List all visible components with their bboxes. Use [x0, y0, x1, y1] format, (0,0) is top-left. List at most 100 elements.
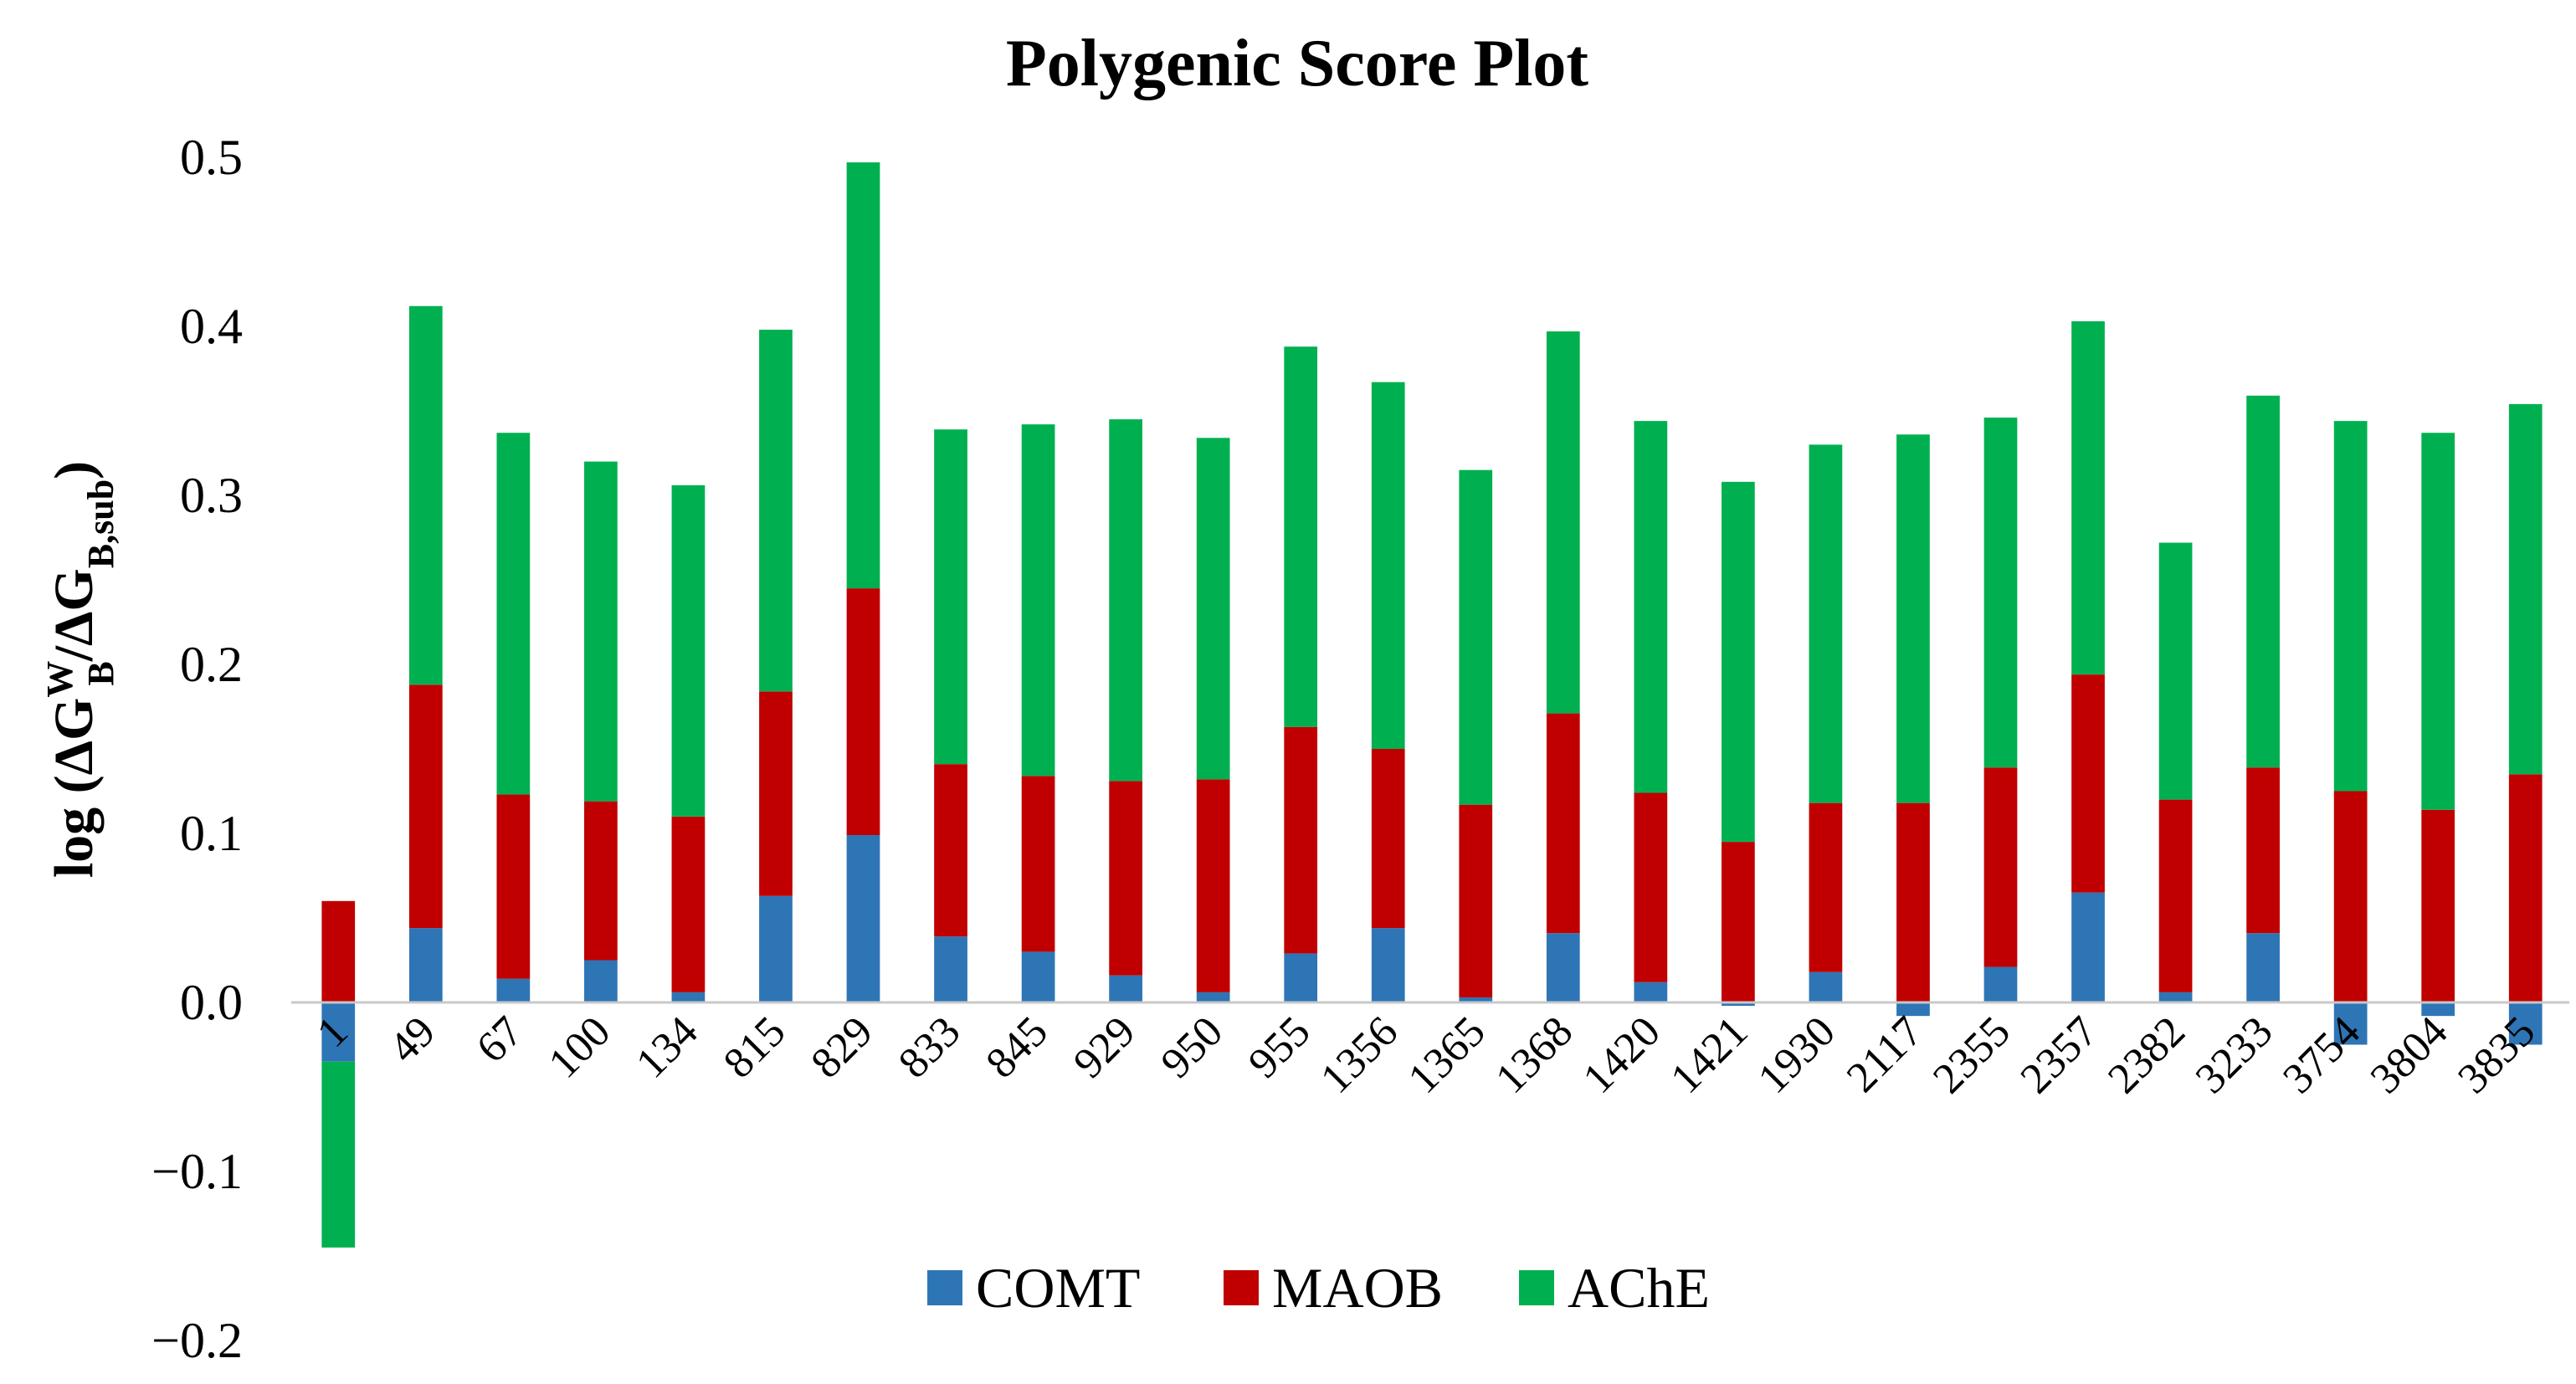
bar-ache-2357 — [2071, 320, 2105, 675]
bar-ache-950 — [1196, 438, 1230, 780]
bar-ache-3835 — [2508, 403, 2543, 775]
bar-comt-2357 — [2071, 892, 2105, 1002]
x-tick-label: 1930 — [1749, 1007, 1845, 1103]
bar-maob-3804 — [2421, 809, 2455, 1002]
bar-maob-2357 — [2071, 674, 2105, 893]
bar-comt-3754 — [2333, 1002, 2368, 1045]
x-tick-label: 955 — [1239, 1007, 1319, 1087]
bar-maob-1421 — [1722, 842, 1755, 1002]
bar-comt-49 — [408, 928, 443, 1002]
bar-maob-955 — [1284, 726, 1318, 954]
x-tick-label: 67 — [468, 1007, 532, 1072]
bar-ache-3754 — [2333, 421, 2368, 792]
x-tick-label: 3233 — [2187, 1007, 2282, 1103]
x-tick-label: 1420 — [1574, 1007, 1670, 1103]
bar-maob-3754 — [2333, 791, 2368, 1002]
bar-ache-1368 — [1546, 331, 1580, 714]
bar-ache-3233 — [2246, 395, 2280, 768]
y-label-sub2: B,sub — [80, 479, 121, 568]
bar-comt-2382 — [2158, 992, 2193, 1002]
x-tick-label: 49 — [380, 1007, 444, 1072]
y-label-sub1: B — [80, 661, 121, 685]
x-tick-label: 2382 — [2099, 1007, 2194, 1103]
x-tick-label: 100 — [540, 1007, 619, 1087]
y-tick-label: 0.0 — [180, 975, 243, 1030]
bar-comt-67 — [496, 978, 531, 1002]
legend: COMT MAOB AChE — [927, 1256, 1710, 1320]
y-label-suffix: ) — [44, 461, 105, 479]
x-tick-label: 2355 — [1924, 1007, 2019, 1103]
y-tick-label: 0.3 — [180, 468, 243, 523]
legend-swatch-maob — [1224, 1270, 1259, 1305]
y-tick-label: 0.1 — [180, 806, 243, 861]
x-tick-label: 3804 — [2362, 1007, 2457, 1103]
bar-maob-1 — [321, 900, 356, 1002]
bar-maob-1368 — [1546, 713, 1580, 934]
y-tick-label: −0.1 — [151, 1144, 243, 1199]
bar-ache-100 — [584, 461, 618, 802]
bar-comt-845 — [1021, 951, 1055, 1002]
bar-maob-1365 — [1459, 804, 1493, 997]
legend-label-comt: COMT — [976, 1256, 1140, 1320]
bar-maob-1930 — [1809, 802, 1843, 972]
bar-maob-833 — [934, 764, 967, 937]
bars — [321, 162, 2543, 1248]
bar-comt-1 — [321, 1002, 356, 1062]
x-tick-label: 829 — [803, 1007, 882, 1087]
bar-ache-829 — [846, 162, 880, 589]
bar-maob-1356 — [1371, 749, 1405, 929]
x-tick-label: 845 — [978, 1007, 1057, 1087]
y-label-sup: W — [39, 661, 80, 698]
bar-comt-829 — [846, 835, 880, 1002]
bar-maob-134 — [671, 816, 706, 992]
bar-maob-929 — [1109, 781, 1142, 976]
bar-ache-67 — [496, 433, 531, 795]
bar-comt-3233 — [2246, 933, 2280, 1002]
bar-maob-950 — [1196, 779, 1230, 992]
x-tick-label: 950 — [1152, 1007, 1232, 1087]
bar-ache-1930 — [1809, 444, 1843, 803]
bar-ache-2117 — [1896, 434, 1930, 803]
y-tick-label: 0.5 — [180, 130, 243, 185]
bar-comt-1368 — [1546, 933, 1580, 1002]
bar-maob-67 — [496, 794, 531, 979]
x-tick-label: 2117 — [1838, 1007, 1932, 1101]
bar-maob-829 — [846, 588, 880, 836]
bar-comt-1365 — [1459, 997, 1493, 1002]
bar-comt-929 — [1109, 975, 1142, 1002]
x-tick-label: 1356 — [1311, 1007, 1407, 1103]
bar-comt-1421 — [1722, 1002, 1755, 1007]
bar-ache-2382 — [2158, 542, 2193, 800]
y-axis-ticks: 0.5 0.4 0.3 0.2 0.1 0.0 −0.1 −0.2 — [151, 130, 243, 1368]
x-tick-label: 833 — [890, 1007, 969, 1087]
x-tick-label: 929 — [1065, 1007, 1144, 1087]
bar-comt-3835 — [2508, 1002, 2543, 1045]
bar-ache-929 — [1109, 419, 1142, 782]
x-tick-label: 134 — [627, 1007, 706, 1087]
bar-comt-950 — [1196, 992, 1230, 1002]
bar-ache-845 — [1021, 424, 1055, 777]
bar-maob-49 — [408, 684, 443, 929]
bar-comt-3804 — [2421, 1002, 2455, 1017]
y-tick-label: −0.2 — [151, 1313, 243, 1368]
x-tick-label: 2357 — [2012, 1007, 2107, 1103]
bar-comt-2355 — [1983, 966, 2018, 1002]
chart-title: Polygenic Score Plot — [1006, 27, 1588, 100]
bar-comt-2117 — [1896, 1002, 1930, 1017]
y-label-prefix: log (ΔG — [44, 698, 105, 879]
bar-ache-49 — [408, 305, 443, 685]
bar-maob-1420 — [1634, 792, 1668, 982]
bar-ache-1356 — [1371, 382, 1405, 749]
y-tick-label: 0.4 — [180, 299, 243, 354]
bar-ache-833 — [934, 429, 967, 765]
legend-label-maob: MAOB — [1272, 1256, 1443, 1320]
bar-comt-1356 — [1371, 928, 1405, 1002]
y-label-middle: /ΔG — [44, 568, 105, 662]
bar-maob-2117 — [1896, 802, 1930, 1002]
bar-maob-845 — [1021, 776, 1055, 952]
category-labels: 1 49 67 100 134 815 829 833 845 929 950 95513561365… — [308, 1007, 2544, 1103]
bar-ache-3804 — [2421, 433, 2455, 810]
bar-comt-833 — [934, 936, 967, 1002]
bar-ache-2355 — [1983, 418, 2018, 768]
